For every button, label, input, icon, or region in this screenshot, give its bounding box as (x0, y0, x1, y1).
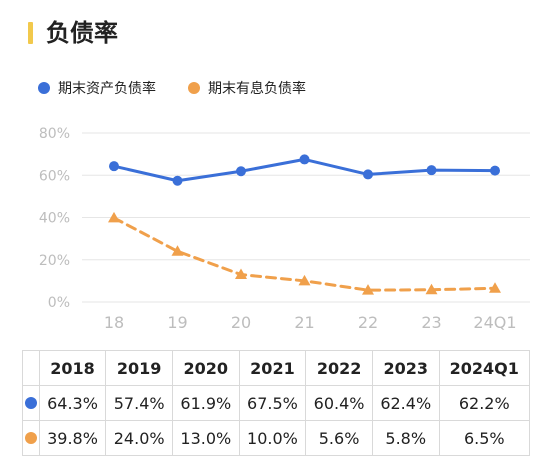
y-tick-label: 20% (39, 253, 70, 269)
x-tick-label: 23 (421, 313, 441, 332)
table-cell: 62.2% (438, 385, 531, 421)
x-tick-label: 22 (358, 313, 378, 332)
table-cell: 39.8% (38, 420, 107, 456)
table-cell: 24.0% (105, 420, 173, 456)
y-tick-label: 0% (48, 295, 70, 311)
line-chart: 0% 20% 40% 60% 80% 18 19 20 21 22 23 24Q1 (39, 126, 530, 332)
data-point-series-1 (299, 154, 310, 165)
table-header-cell: 2023 (371, 350, 440, 386)
data-point-series-1 (363, 169, 373, 180)
row-marker-cell (22, 385, 40, 421)
table-header-cell: 2024Q1 (438, 350, 531, 386)
data-point-series-2 (298, 274, 311, 286)
x-tick-label: 20 (231, 313, 251, 332)
table-cell: 6.5% (438, 420, 531, 456)
chart-legend: 期末资产负债率 期末有息负债率 (38, 78, 338, 98)
data-point-series-2 (425, 283, 438, 295)
data-point-series-2 (362, 284, 374, 295)
table-cell: 61.9% (171, 385, 240, 421)
y-tick-label: 80% (39, 126, 70, 142)
row-marker-series-2 (24, 431, 37, 444)
table-cell: 57.4% (105, 385, 173, 421)
table-cell: 5.6% (305, 420, 373, 456)
row-marker-cell (22, 420, 40, 456)
x-tick-label: 18 (104, 313, 124, 332)
table-header-cell: 2018 (38, 350, 107, 386)
table-cell: 10.0% (238, 420, 307, 456)
table-row: 64.3% 57.4% 61.9% 67.5% 60.4% 62.4% 62.2… (22, 385, 531, 421)
y-tick-label: 40% (39, 211, 70, 227)
table-header-corner (22, 350, 40, 386)
legend-label-series-2: 期末有息负债率 (208, 81, 306, 97)
title-accent-bar (28, 22, 33, 44)
data-point-series-1 (490, 165, 500, 176)
data-point-series-1 (109, 161, 119, 172)
data-point-series-1 (172, 175, 183, 186)
legend-marker-series-1 (38, 82, 50, 94)
data-point-series-1 (426, 165, 437, 176)
page-title: 负债率 (46, 19, 118, 47)
table-header-cell: 2022 (305, 350, 373, 386)
table-cell: 67.5% (238, 385, 307, 421)
data-point-series-2 (171, 245, 184, 256)
x-tick-label: 24Q1 (473, 313, 516, 332)
data-point-series-2 (108, 211, 120, 223)
legend-label-series-1: 期末资产负债率 (58, 81, 156, 97)
x-tick-label: 21 (294, 313, 314, 332)
legend-item-series-1[interactable]: 期末资产负债率 (38, 78, 156, 98)
table-header-cell: 2021 (238, 350, 307, 386)
table-header-row: 2018 2019 2020 2021 2022 2023 2024Q1 (22, 350, 531, 386)
table-header-cell: 2019 (105, 350, 173, 386)
table-cell: 62.4% (371, 385, 440, 421)
y-tick-label: 60% (39, 168, 70, 184)
data-table: 2018 2019 2020 2021 2022 2023 2024Q1 64.… (22, 350, 531, 456)
legend-marker-series-2 (188, 82, 200, 94)
legend-item-series-2[interactable]: 期末有息负债率 (188, 78, 306, 98)
table-header-cell: 2020 (171, 350, 240, 386)
table-row: 39.8% 24.0% 13.0% 10.0% 5.6% 5.8% 6.5% (22, 420, 531, 456)
row-marker-series-1 (24, 396, 37, 409)
table-cell: 5.8% (371, 420, 440, 456)
table-cell: 13.0% (171, 420, 240, 456)
data-point-series-2 (489, 282, 501, 293)
data-point-series-1 (236, 166, 246, 177)
table-cell: 60.4% (305, 385, 373, 421)
table-cell: 64.3% (38, 385, 107, 421)
x-tick-label: 19 (167, 313, 187, 332)
data-point-series-2 (235, 268, 247, 280)
